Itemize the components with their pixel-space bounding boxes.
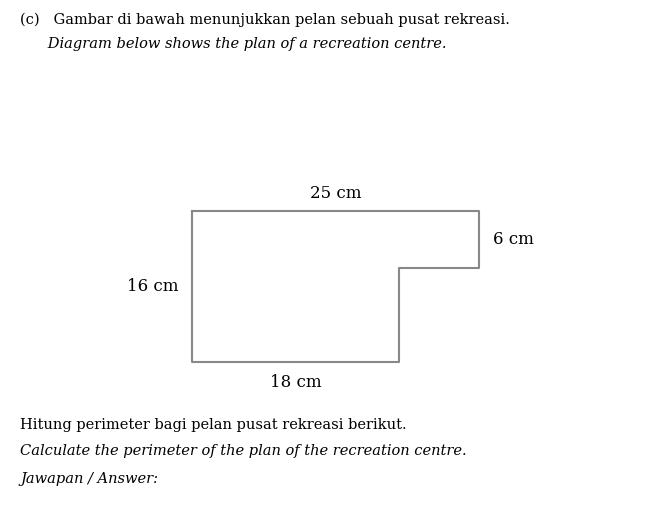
Text: 16 cm: 16 cm [126,279,178,295]
Text: Jawapan / Answer:: Jawapan / Answer: [20,472,158,486]
Text: Hitung perimeter bagi pelan pusat rekreasi berikut.: Hitung perimeter bagi pelan pusat rekrea… [20,418,407,432]
Text: 6 cm: 6 cm [493,231,534,248]
Text: Diagram below shows the plan of a recreation centre.: Diagram below shows the plan of a recrea… [20,37,447,51]
Text: (c)   Gambar di bawah menunjukkan pelan sebuah pusat rekreasi.: (c) Gambar di bawah menunjukkan pelan se… [20,13,510,27]
Text: 18 cm: 18 cm [269,373,321,391]
Text: Calculate the perimeter of the plan of the recreation centre.: Calculate the perimeter of the plan of t… [20,444,467,458]
Text: 25 cm: 25 cm [310,185,362,202]
